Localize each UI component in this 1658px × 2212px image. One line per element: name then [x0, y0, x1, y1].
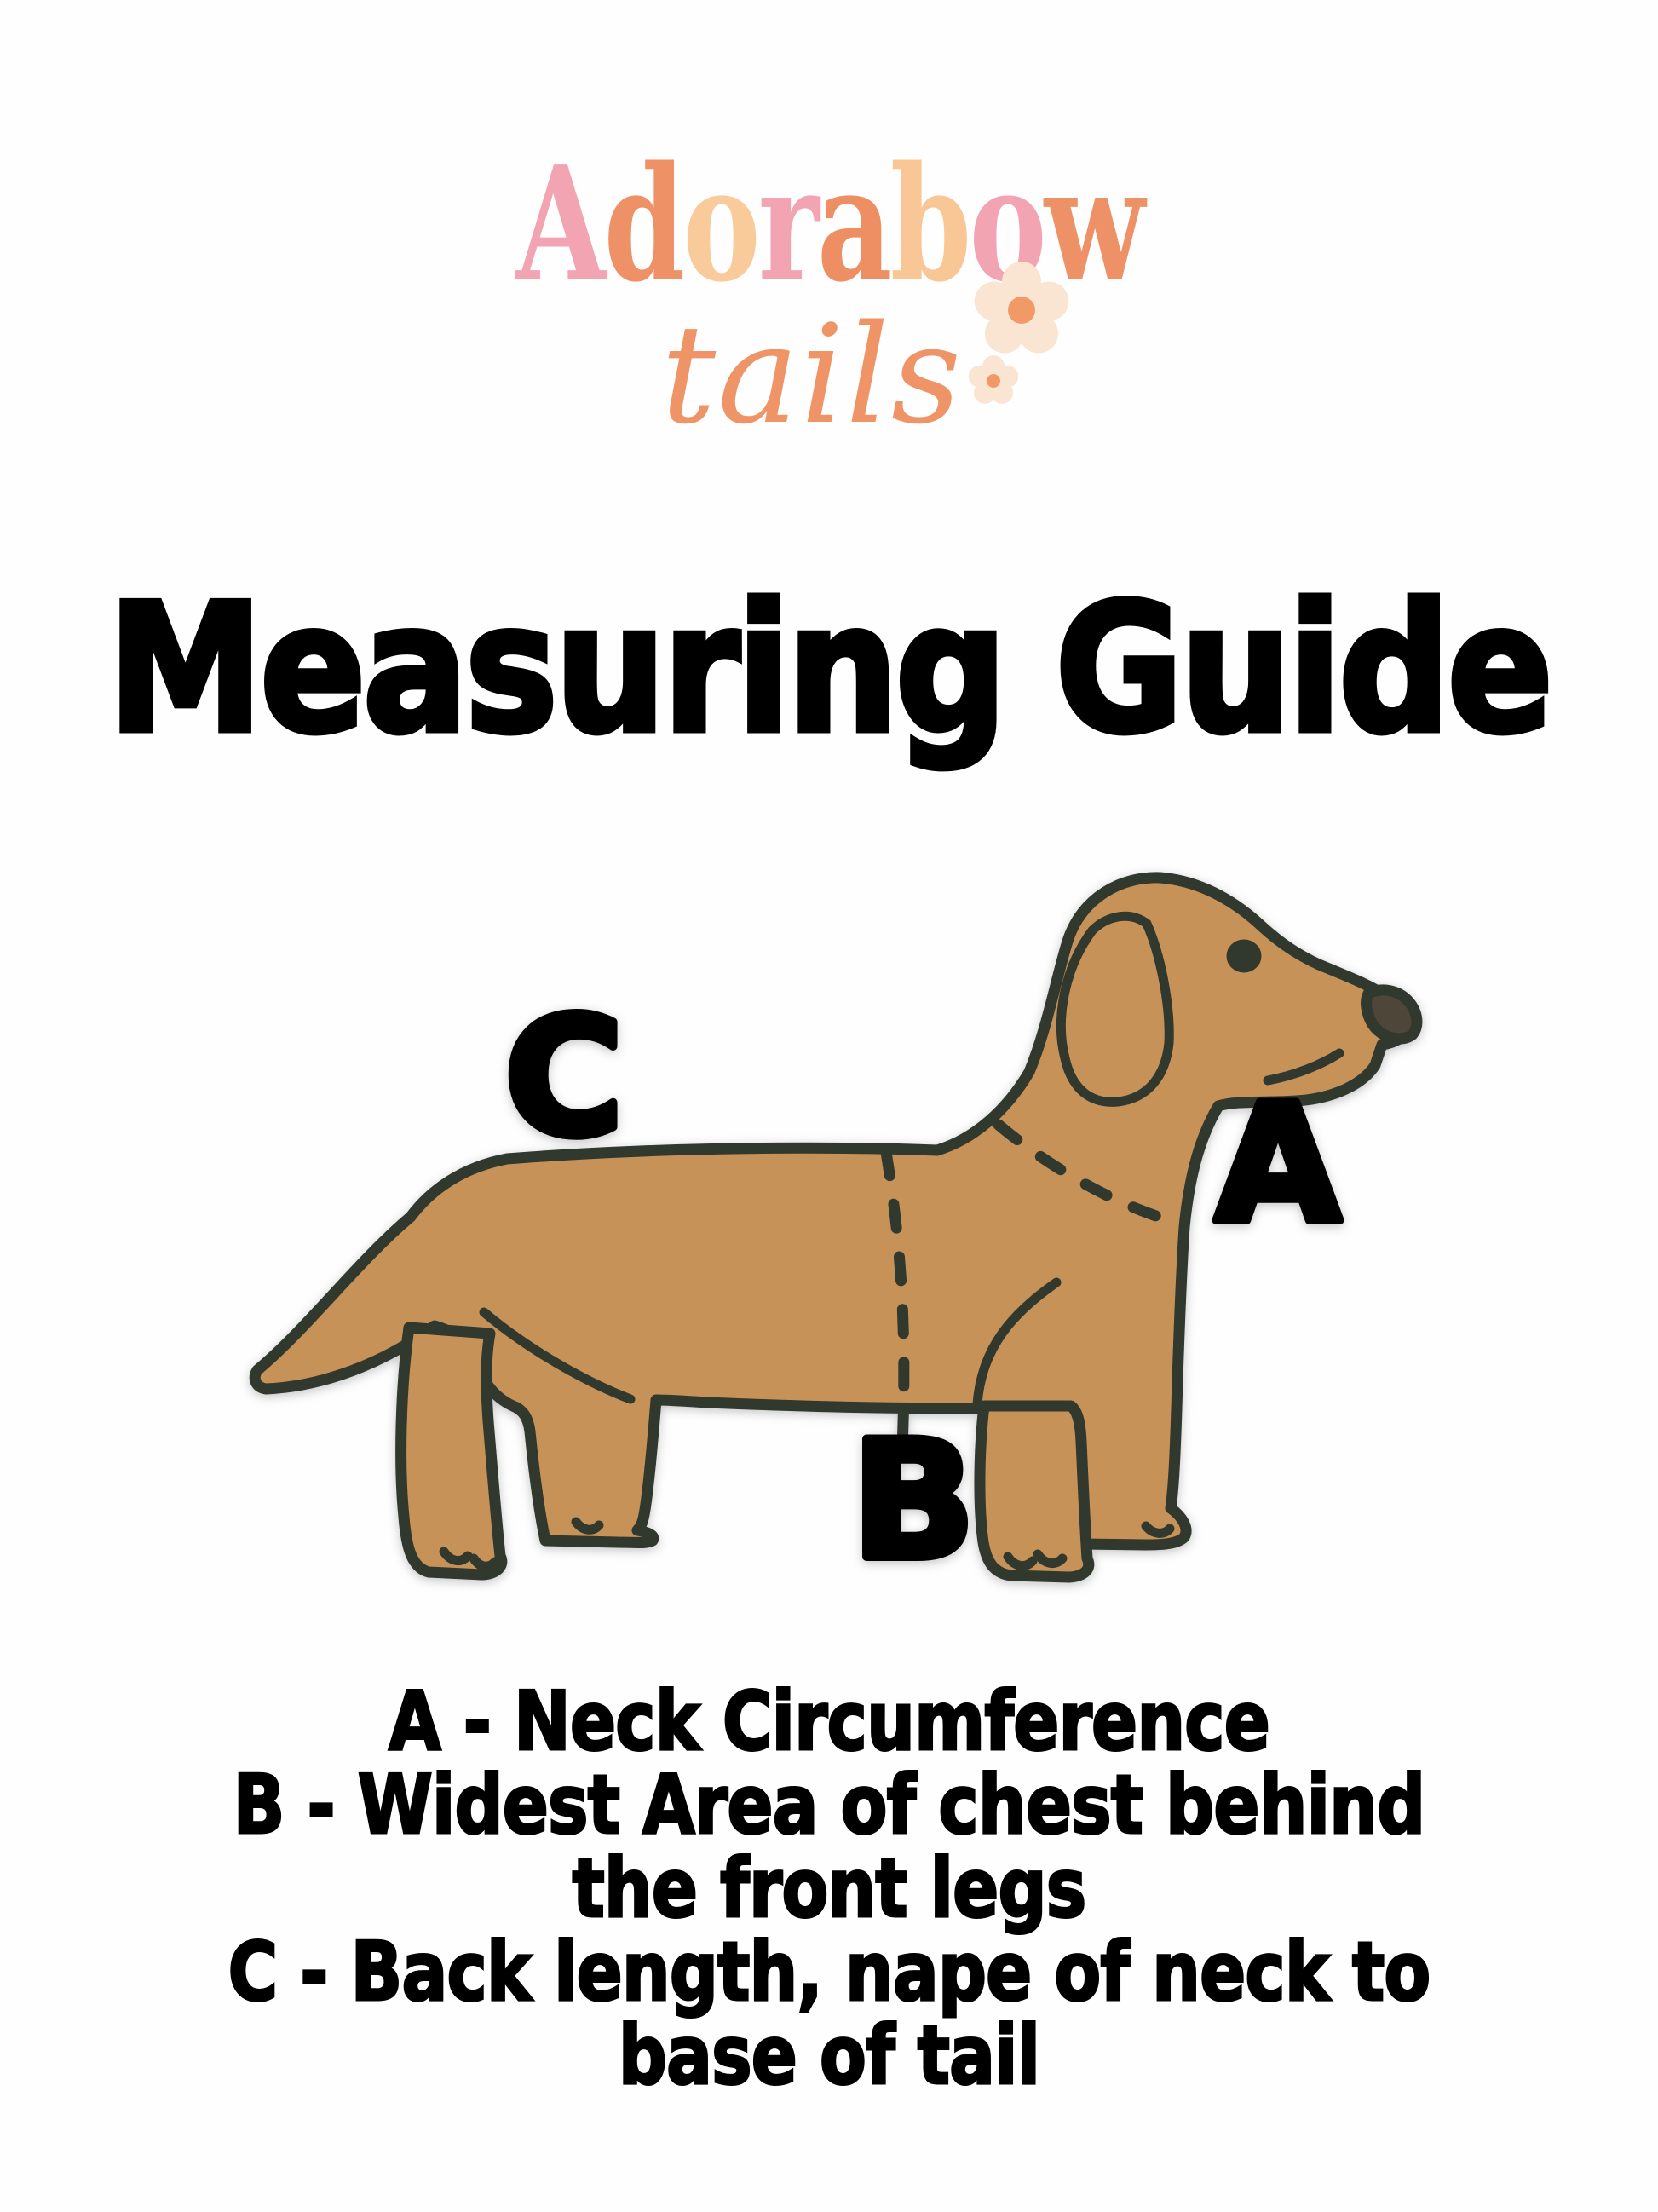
brand-script-word: tails [660, 295, 964, 454]
dog-toe-line [571, 1517, 604, 1535]
brand-letter: b [889, 131, 972, 317]
dog-measuring-diagram: C A B [249, 872, 1423, 1599]
label-chest: B [852, 1407, 976, 1595]
dog-front-leg [974, 1400, 1095, 1583]
dog-toe-line [469, 1553, 500, 1571]
brand-letter: w [1044, 131, 1145, 317]
neck-dash-line [993, 1119, 1175, 1226]
dog-shoulder-line [972, 1277, 1062, 1409]
dog-toe-line [439, 1547, 473, 1566]
brand-letter: d [603, 131, 686, 317]
dog-mouth-line [1263, 1048, 1344, 1086]
legend-line-back-cont: base of tail [618, 2009, 1042, 2103]
page-title: Measuring Guide [106, 567, 1556, 773]
flower-icon [968, 262, 1069, 404]
legend-line-back: C - Back length, nape of neck to [227, 1926, 1431, 2019]
dog-illustration: C A B [249, 872, 1423, 1599]
dog-body [249, 872, 1420, 1551]
brand-letter: r [757, 131, 820, 317]
legend-line-chest: B - Widest Area of chest behind [232, 1759, 1426, 1852]
dog-ear-line [1056, 911, 1174, 1107]
legend-line-neck: A - Neck Circumference [388, 1675, 1271, 1769]
flower-large-icon [974, 262, 1069, 354]
label-back-length: C [504, 983, 623, 1172]
dog-toe-line [1003, 1552, 1038, 1571]
dog-toe-line [1033, 1549, 1068, 1569]
chest-dash-line [880, 1146, 910, 1455]
brand-word: Adorabow [216, 146, 1442, 303]
legend: A - Neck Circumference B - Widest Area o… [133, 1675, 1526, 2103]
dog-thigh-line [479, 1307, 636, 1404]
brand-letter: A [515, 131, 606, 317]
brand-letter: a [816, 131, 893, 317]
dog-eye [1226, 939, 1262, 973]
legend-line-chest-cont: the front legs [571, 1842, 1087, 1936]
dog-rear-leg [395, 1322, 508, 1581]
dog-toe-line [1141, 1521, 1175, 1538]
label-neck: A [1215, 1070, 1340, 1259]
brand-letter: o [682, 131, 760, 317]
flower-center [987, 374, 1000, 388]
flower-small-icon [968, 355, 1019, 404]
flower-center [1008, 297, 1035, 324]
dog-nose [1361, 984, 1423, 1045]
